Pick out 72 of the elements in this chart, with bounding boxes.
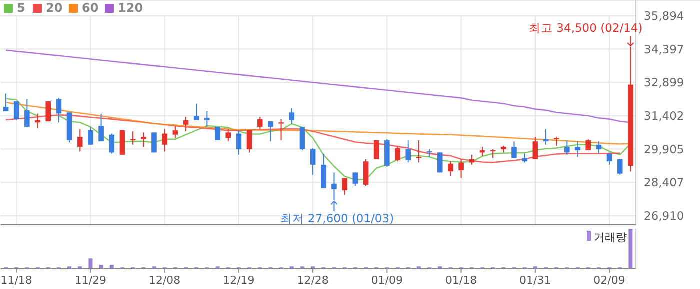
- candlestick: [98, 113, 104, 142]
- candlestick: [310, 148, 316, 176]
- candlestick: [332, 172, 337, 202]
- candlestick: [215, 126, 220, 141]
- x-tick-label: 11/29: [74, 274, 107, 287]
- candlestick: [575, 141, 580, 158]
- y-tick-label: 34,397: [644, 42, 684, 56]
- x-tick-label: 11/18: [0, 274, 32, 287]
- bar: [88, 258, 93, 269]
- legend-label: 60: [82, 1, 99, 15]
- annotation: 최저 27,600 (01/03): [280, 212, 394, 226]
- candlestick: [300, 126, 306, 151]
- candlestick: [564, 140, 570, 156]
- x-tick-label: 12/08: [148, 274, 181, 287]
- y-tick-label: 29,905: [644, 142, 684, 156]
- y-tick-label: 32,899: [644, 76, 684, 90]
- candlestick: [268, 121, 274, 142]
- candlestick: [458, 158, 464, 179]
- candlestick: [416, 140, 422, 164]
- legend-label: 120: [118, 1, 144, 15]
- bar: [628, 229, 633, 269]
- candlestick: [236, 130, 242, 156]
- candlestick: [278, 118, 284, 141]
- x-tick-label: 01/09: [371, 274, 404, 287]
- candlestick: [617, 158, 623, 176]
- candlestick: [437, 152, 443, 174]
- candlestick: [448, 161, 454, 177]
- candlestick: [395, 146, 400, 162]
- candlestick: [172, 125, 178, 139]
- candlestick: [88, 126, 94, 146]
- x-tick-label: 01/18: [445, 274, 478, 287]
- candlestick: [352, 172, 358, 187]
- candlestick: [24, 98, 30, 128]
- candlestick: [77, 128, 83, 152]
- candlestick: [363, 158, 369, 187]
- candlestick: [162, 128, 168, 152]
- candlestick: [374, 140, 380, 160]
- candlestick: [140, 132, 146, 148]
- candlestick: [152, 132, 157, 154]
- candlestick: [257, 116, 263, 130]
- candlestick: [56, 98, 62, 124]
- candlestick: [532, 136, 538, 160]
- legend-label: 5: [17, 1, 26, 15]
- y-tick-label: 26,910: [644, 208, 684, 223]
- candlestick: [35, 113, 40, 129]
- candlestick: [289, 108, 295, 124]
- candlestick: [109, 133, 115, 154]
- candlestick: [246, 130, 252, 154]
- legend-label: 20: [46, 1, 63, 15]
- y-tick-label: 31,402: [644, 108, 684, 123]
- x-tick-label: 12/28: [297, 274, 329, 287]
- candlestick: [46, 101, 51, 122]
- y-tick-label: 35,894: [644, 9, 684, 24]
- legend-label: 거래량: [594, 231, 627, 244]
- candlestick: [194, 103, 200, 121]
- candlestick: [342, 178, 348, 196]
- x-tick-label: 01/31: [520, 274, 552, 287]
- candlestick: [226, 128, 231, 142]
- candlestick: [204, 111, 210, 128]
- candlestick: [183, 116, 189, 132]
- x-tick-label: 12/19: [223, 274, 255, 287]
- x-tick-label: 02/09: [594, 274, 626, 287]
- y-tick-label: 28,407: [644, 176, 684, 190]
- candlestick: [406, 140, 411, 164]
- candlestick: [3, 93, 9, 112]
- candlestick: [14, 101, 20, 121]
- candlestick: [586, 138, 591, 151]
- annotation: 최고 34,500 (02/14): [529, 21, 643, 36]
- candlestick: [596, 141, 602, 154]
- candlestick: [320, 153, 326, 189]
- candlestick: [512, 141, 517, 159]
- candlestick: [469, 154, 475, 166]
